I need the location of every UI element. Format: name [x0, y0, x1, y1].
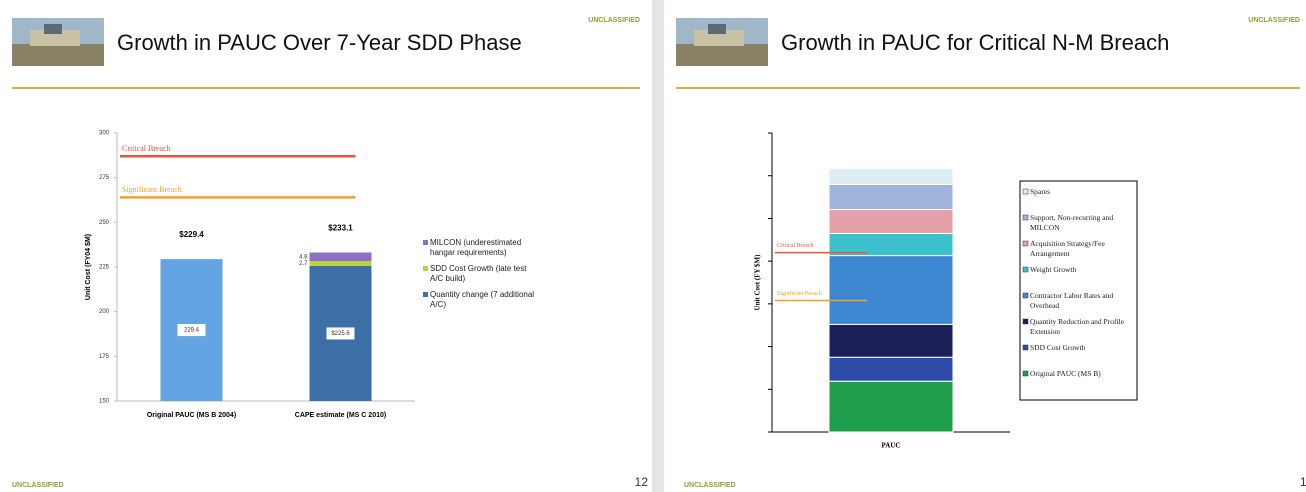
y-tick-label: 275: [99, 175, 110, 181]
total-label: $233.1: [328, 224, 353, 233]
legend-box: [1019, 180, 1138, 401]
legend-item: Support, Non-recurring and MILCON: [1030, 213, 1114, 232]
legend-swatch: [1022, 318, 1029, 325]
legend-swatch: [1022, 292, 1029, 299]
page-number: 12: [635, 475, 649, 489]
legend-label: Support, Non-recurring and MILCON: [1030, 213, 1114, 232]
legend-item: MILCON (underestimated hangar requiremen…: [430, 238, 522, 257]
y-axis-label: Unit Cost (FY $M): [754, 254, 762, 311]
legend-label: Acquisition Strategy/Fee Arrangement: [1030, 239, 1105, 258]
x-tick-label: Original PAUC (MS B 2004): [147, 412, 236, 419]
label-box: [326, 327, 355, 340]
legend-item: Weight Growth: [1030, 265, 1077, 274]
legend-swatch: [1022, 344, 1029, 351]
bar-segment: [828, 183, 954, 211]
legend-label: Weight Growth: [1030, 265, 1077, 274]
legend-item: SDD Cost Growth (late test A/C build): [430, 264, 527, 283]
legend-swatch: [1022, 370, 1029, 377]
legend-swatch: [1022, 188, 1029, 195]
threshold-label: Significant Breach: [777, 290, 822, 297]
data-label: 229.4: [184, 328, 200, 334]
legend-item: Acquisition Strategy/Fee Arrangement: [1030, 239, 1105, 258]
classification: UNCLASSIFIED: [588, 17, 640, 24]
y-tick-label: 150: [99, 399, 110, 405]
label-box: [177, 324, 206, 337]
legend-item: SDD Cost Growth: [1030, 343, 1086, 352]
legend-item: Original PAUC (MS B): [1030, 369, 1101, 378]
classification: UNCLASSIFIED: [684, 482, 736, 489]
data-label: 2.7: [299, 261, 308, 267]
y-axis-label: Unit Cost (FY04 $M): [85, 234, 92, 300]
bar-segment: [828, 255, 954, 325]
y-tick-label: 200: [99, 309, 110, 315]
x-tick-label: CAPE estimate (MS C 2010): [295, 412, 386, 419]
threshold-label: Significant Breach: [122, 185, 182, 194]
bar-segment: [828, 167, 954, 185]
classification: UNCLASSIFIED: [12, 482, 64, 489]
legend-label: Quantity change (7 additional A/C): [430, 290, 535, 309]
classification: UNCLASSIFIED: [1248, 17, 1300, 24]
legend-item: Quantity Reduction and Profile Extension: [1030, 317, 1124, 336]
legend-swatch: [423, 292, 428, 297]
slide-title: Growth in PAUC for Critical N-M Breach: [781, 30, 1169, 55]
bar-segment: [309, 252, 372, 262]
data-label: 4.8: [299, 254, 308, 260]
legend-swatch: [1022, 240, 1029, 247]
legend-label: Contractor Labor Rates and Overhead: [1030, 291, 1114, 310]
bar-segment: [828, 356, 954, 382]
legend-label: Quantity Reduction and Profile Extension: [1030, 317, 1124, 336]
legend-item: Contractor Labor Rates and Overhead: [1030, 291, 1114, 310]
legend-swatch: [423, 266, 428, 271]
bar-segment: [828, 380, 954, 433]
bar-segment: [828, 323, 954, 358]
legend-swatch: [1022, 214, 1029, 221]
bar-segment: [309, 261, 372, 266]
slide: [0, 0, 652, 492]
legend-swatch: [423, 240, 428, 245]
header-photo: [12, 18, 768, 66]
legend-label: MILCON (underestimated hangar requiremen…: [430, 238, 522, 257]
legend-label: Spares: [1030, 187, 1050, 196]
legend-swatch: [1022, 266, 1029, 273]
y-tick-label: 225: [99, 265, 110, 271]
legend-label: SDD Cost Growth (late test A/C build): [430, 264, 527, 283]
threshold-label: Critical Breach: [122, 144, 171, 153]
bar-segment: [828, 209, 954, 234]
legend-label: SDD Cost Growth: [1030, 343, 1086, 352]
x-tick-label: PAUC: [882, 442, 901, 450]
data-label: $225.6: [331, 331, 350, 337]
page-number: 1: [1300, 475, 1306, 489]
y-tick-label: 300: [99, 131, 110, 137]
y-tick-label: 250: [99, 220, 110, 226]
legend-item: Quantity change (7 additional A/C): [430, 290, 535, 309]
total-label: $229.4: [179, 230, 204, 239]
y-tick-label: 175: [99, 354, 110, 360]
slide-title: Growth in PAUC Over 7-Year SDD Phase: [117, 30, 522, 55]
legend-label: Original PAUC (MS B): [1030, 369, 1101, 378]
legend-item: Spares: [1030, 187, 1050, 196]
slide: [664, 0, 1306, 492]
threshold-label: Critical Breach: [777, 243, 813, 249]
